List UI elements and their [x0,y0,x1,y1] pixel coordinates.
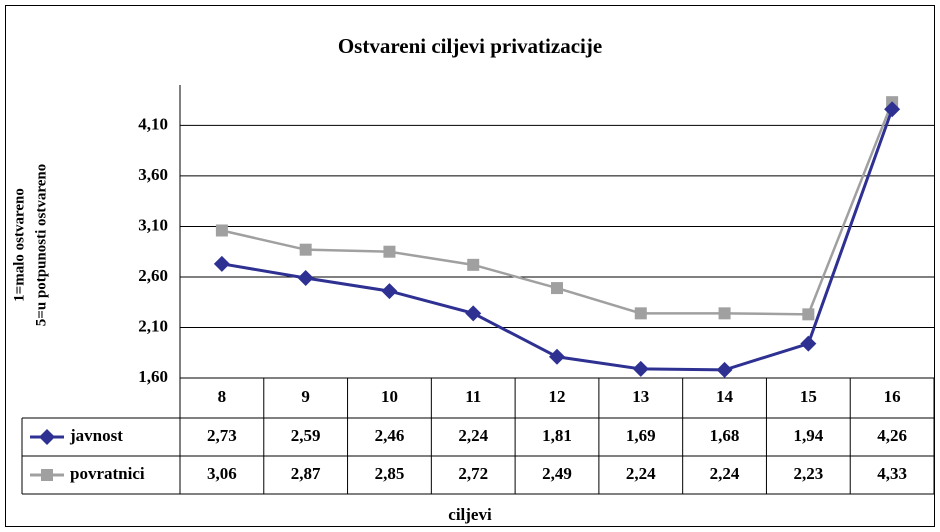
data-point [549,348,565,365]
data-point [802,308,815,321]
chart-title: Ostvareni ciljevi privatizacije [338,34,602,58]
data-point [381,283,398,300]
data-point [634,307,647,320]
data-label: 2,87 [291,464,321,483]
y-tick-label: 3,60 [138,165,168,184]
x-tick-label: 12 [549,387,566,406]
data-label: 2,24 [626,464,656,483]
data-label: 4,26 [877,426,907,445]
data-label: 1,68 [710,426,740,445]
data-point [551,282,563,295]
data-point [718,307,731,320]
data-label: 2,59 [291,426,321,445]
data-point [716,361,733,378]
data-point [632,360,649,377]
data-point [297,269,314,286]
y-tick-label: 3,10 [138,215,168,234]
data-point [299,243,312,256]
x-axis-label: ciljevi [448,505,492,524]
data-label: 2,46 [375,426,405,445]
legend-label: javnost [69,426,123,445]
data-label: 2,23 [793,464,823,483]
data-label: 2,49 [542,464,572,483]
legend-marker [39,429,55,445]
x-tick-label: 15 [800,387,817,406]
data-label: 3,06 [207,464,237,483]
data-point [884,101,901,118]
data-label: 2,72 [458,464,488,483]
data-point [383,245,396,258]
data-label: 2,85 [375,464,405,483]
x-tick-label: 11 [465,387,481,406]
data-label: 4,33 [877,464,907,483]
data-point [800,335,817,352]
legend-marker [41,469,53,481]
data-point [465,305,482,322]
y-axis-label: 5=u potpunosti ostvareno [33,164,49,326]
data-label: 2,24 [710,464,740,483]
x-tick-label: 8 [218,387,227,406]
x-tick-label: 16 [884,387,901,406]
data-label: 2,24 [458,426,488,445]
y-axis-label: 1=malo ostvareno [11,188,27,302]
data-point [215,224,228,237]
data-label: 1,94 [793,426,823,445]
y-tick-label: 2,60 [138,266,168,285]
y-tick-label: 4,10 [138,114,168,133]
data-label: 1,81 [542,426,572,445]
data-label: 1,69 [626,426,656,445]
x-tick-label: 9 [301,387,310,406]
x-tick-label: 13 [632,387,649,406]
y-tick-label: 1,60 [138,367,168,386]
y-tick-label: 2,10 [138,316,168,335]
data-label: 2,73 [207,426,237,445]
data-point [467,258,480,271]
x-tick-label: 10 [381,387,398,406]
legend-label: povratnici [70,464,145,483]
data-point [213,255,230,272]
x-tick-label: 14 [716,387,734,406]
